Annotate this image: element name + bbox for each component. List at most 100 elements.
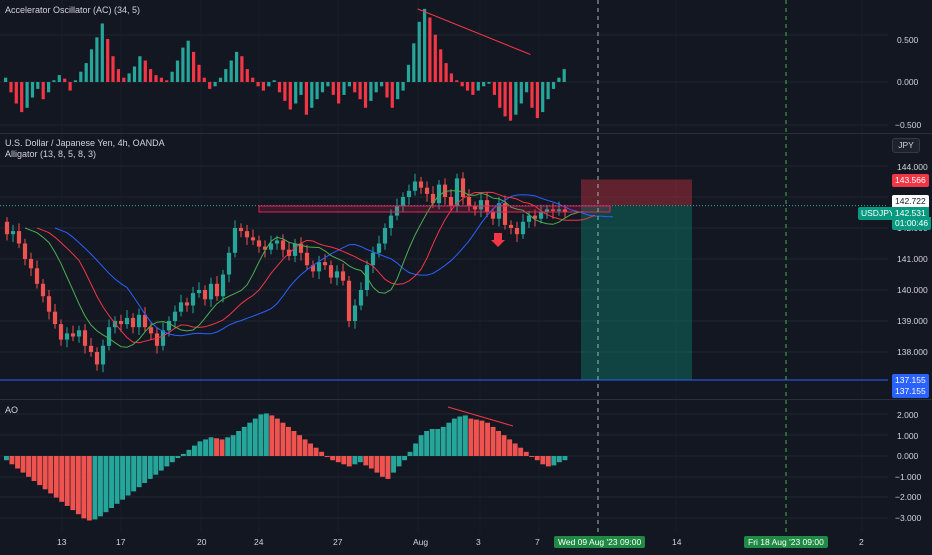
ao-bar [551, 456, 557, 466]
stop-loss-zone [581, 179, 692, 206]
ao-bar [429, 429, 435, 456]
ao-bar [490, 426, 496, 456]
hline-price-tag: 137.155 [892, 385, 929, 398]
time-label: Aug [413, 537, 429, 547]
ac-bar [175, 60, 180, 82]
ac-pane-title[interactable]: Accelerator Oscillator (AC) (34, 5) [5, 5, 141, 15]
ac-bar [261, 82, 265, 91]
ac-bar [47, 82, 51, 93]
candle [412, 181, 418, 191]
candle [130, 317, 136, 328]
candle [436, 184, 442, 204]
ao-bar [64, 456, 70, 506]
candle [292, 243, 298, 256]
pane-separator[interactable] [0, 133, 932, 134]
ao-bar [92, 456, 98, 520]
ao-tick: −2.000 [895, 492, 922, 502]
ac-bar [390, 82, 394, 108]
pane-separator[interactable] [0, 399, 932, 400]
ao-bar [302, 439, 308, 456]
position-tool [581, 179, 692, 380]
candle [526, 215, 532, 222]
ao-bar [9, 456, 15, 465]
ac-bar [492, 82, 496, 95]
ac-bar [116, 69, 120, 82]
ac-bar [326, 82, 330, 87]
ao-bar [203, 439, 208, 456]
currency-button[interactable]: JPY [892, 138, 920, 153]
ao-bar [114, 456, 120, 504]
ac-bar [245, 69, 249, 82]
ac-bar [138, 56, 142, 82]
ao-bar [435, 429, 441, 456]
ac-bar [208, 82, 212, 89]
ao-bar [258, 414, 264, 456]
ac-bar [337, 82, 341, 104]
ac-bar [433, 34, 437, 82]
candle [490, 212, 496, 219]
ao-bar [368, 456, 374, 469]
alligator-legend[interactable]: Alligator (13, 8, 5, 8, 3) [5, 149, 97, 159]
ao-pane-title[interactable]: AO [5, 405, 19, 415]
candle [40, 283, 46, 297]
ac-bar [460, 82, 464, 87]
candle [256, 240, 262, 247]
ao-bar [26, 456, 31, 477]
time-label: 24 [254, 537, 264, 547]
ao-bar [219, 439, 225, 456]
ac-bar [406, 64, 411, 82]
ac-bar [514, 82, 518, 115]
ac-bar [63, 78, 67, 82]
ac-tick: 0.000 [897, 77, 919, 87]
candle [346, 280, 352, 321]
ac-bar [412, 43, 416, 82]
ao-bar [462, 415, 468, 456]
time-label: 17 [116, 537, 126, 547]
ao-bar [457, 416, 463, 456]
candle [496, 203, 502, 219]
hline-price-tag: 137.155 [892, 374, 929, 387]
ac-bar [100, 23, 104, 82]
candle [88, 345, 94, 352]
candle [214, 283, 220, 297]
ac-bar [304, 82, 308, 115]
ac-bar [202, 77, 206, 82]
ao-bar [15, 456, 20, 469]
candle [226, 252, 232, 275]
candle [64, 333, 70, 340]
ao-bar [125, 456, 131, 496]
candle [370, 252, 376, 266]
ac-bar [444, 63, 448, 82]
ac-bar [423, 8, 427, 82]
candle [220, 274, 226, 297]
ac-bar [369, 82, 373, 101]
candle [16, 231, 22, 244]
ac-bar [84, 63, 88, 82]
ac-bar [277, 82, 282, 93]
ac-bar [331, 82, 335, 95]
ao-bar [81, 456, 87, 519]
ao-bar [225, 437, 231, 456]
candle [202, 290, 208, 300]
candle [52, 311, 58, 325]
ac-histogram [4, 8, 566, 121]
ac-bar [482, 82, 486, 87]
candle [520, 221, 526, 235]
ac-bar [428, 17, 432, 82]
ac-bar [256, 82, 260, 87]
symbol-title[interactable]: U.S. Dollar / Japanese Yen, 4h, OANDA [5, 138, 165, 148]
time-label: 14 [672, 537, 682, 547]
candle [430, 193, 436, 204]
candle [448, 197, 454, 207]
candle [124, 317, 130, 325]
candle [460, 178, 466, 197]
ac-bar [30, 82, 35, 98]
ac-divergence-line [417, 8, 531, 55]
candle [100, 345, 106, 365]
ac-bar [417, 21, 421, 82]
ao-bar [247, 422, 253, 456]
ao-bar [236, 431, 242, 456]
candle [274, 240, 280, 244]
